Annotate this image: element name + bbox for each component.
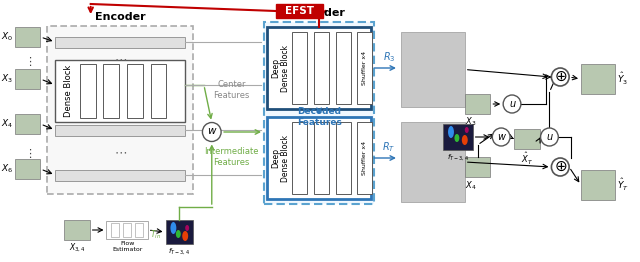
Text: $\hat{Y}_T$: $\hat{Y}_T$ <box>618 177 629 193</box>
Text: Decoder: Decoder <box>293 8 345 18</box>
Text: u: u <box>547 132 552 142</box>
FancyBboxPatch shape <box>401 32 465 107</box>
Circle shape <box>541 128 558 146</box>
FancyBboxPatch shape <box>104 64 119 118</box>
FancyBboxPatch shape <box>514 129 540 149</box>
FancyBboxPatch shape <box>465 94 490 114</box>
Text: $R_3$: $R_3$ <box>383 50 396 64</box>
Text: $T_{in}$: $T_{in}$ <box>150 229 161 241</box>
FancyBboxPatch shape <box>401 122 465 202</box>
Text: $\hat{X}_T$: $\hat{X}_T$ <box>521 151 533 167</box>
FancyBboxPatch shape <box>267 27 371 109</box>
FancyBboxPatch shape <box>581 64 616 94</box>
FancyBboxPatch shape <box>166 220 193 244</box>
Text: $X_{3,4}$: $X_{3,4}$ <box>68 242 85 254</box>
FancyBboxPatch shape <box>358 32 372 104</box>
Text: $\hat{Y}_3$: $\hat{Y}_3$ <box>618 71 628 87</box>
Text: Decoded
Features: Decoded Features <box>296 107 342 127</box>
FancyBboxPatch shape <box>151 64 166 118</box>
Text: $\vdots$: $\vdots$ <box>24 148 32 161</box>
FancyBboxPatch shape <box>111 223 119 237</box>
Text: EFST: EFST <box>285 6 314 16</box>
Text: $\vdots$: $\vdots$ <box>24 56 32 68</box>
FancyBboxPatch shape <box>581 170 616 200</box>
FancyBboxPatch shape <box>15 114 40 134</box>
Text: w: w <box>497 132 505 141</box>
FancyBboxPatch shape <box>336 32 351 104</box>
FancyBboxPatch shape <box>123 223 131 237</box>
Text: $X_3$: $X_3$ <box>465 116 476 128</box>
FancyBboxPatch shape <box>135 223 143 237</box>
FancyBboxPatch shape <box>80 64 95 118</box>
FancyBboxPatch shape <box>55 60 185 122</box>
Text: Encoder: Encoder <box>95 12 145 22</box>
Text: u: u <box>509 99 515 109</box>
FancyBboxPatch shape <box>314 32 329 104</box>
FancyBboxPatch shape <box>465 157 490 177</box>
FancyBboxPatch shape <box>264 22 374 204</box>
FancyBboxPatch shape <box>15 27 40 47</box>
Ellipse shape <box>185 225 189 231</box>
FancyBboxPatch shape <box>15 69 40 89</box>
Text: Shuffler x4: Shuffler x4 <box>362 141 367 175</box>
Text: Center
Features: Center Features <box>213 80 250 100</box>
Text: $X_0$: $X_0$ <box>1 31 13 43</box>
Text: $R_T$: $R_T$ <box>382 140 396 154</box>
FancyBboxPatch shape <box>336 122 351 194</box>
FancyBboxPatch shape <box>358 122 372 194</box>
Circle shape <box>552 158 569 176</box>
Text: $\cdots$: $\cdots$ <box>114 145 127 159</box>
Text: $\oplus$: $\oplus$ <box>554 159 567 174</box>
Circle shape <box>202 123 221 141</box>
Text: $X_6$: $X_6$ <box>1 163 13 175</box>
Text: $f_{T-3,4}$: $f_{T-3,4}$ <box>168 246 190 256</box>
FancyBboxPatch shape <box>47 26 193 194</box>
FancyBboxPatch shape <box>267 117 371 199</box>
Ellipse shape <box>176 230 180 238</box>
FancyBboxPatch shape <box>292 32 307 104</box>
Ellipse shape <box>182 231 188 241</box>
Ellipse shape <box>448 126 454 138</box>
Text: $f_{T-3,4}$: $f_{T-3,4}$ <box>447 152 469 162</box>
Text: Flow
Estimator: Flow Estimator <box>112 241 142 252</box>
FancyBboxPatch shape <box>55 36 185 47</box>
Text: Deep
Dense Block: Deep Dense Block <box>271 45 291 91</box>
Ellipse shape <box>170 222 177 234</box>
FancyBboxPatch shape <box>55 124 185 135</box>
Ellipse shape <box>465 127 468 133</box>
FancyBboxPatch shape <box>64 220 90 240</box>
Text: $\oplus$: $\oplus$ <box>554 69 567 84</box>
FancyBboxPatch shape <box>443 124 473 150</box>
Text: Dense Block: Dense Block <box>63 65 72 117</box>
FancyBboxPatch shape <box>106 221 148 239</box>
Ellipse shape <box>454 134 460 142</box>
FancyBboxPatch shape <box>15 159 40 179</box>
Text: $X_4$: $X_4$ <box>1 118 13 130</box>
FancyBboxPatch shape <box>55 79 185 90</box>
Ellipse shape <box>462 135 468 145</box>
Circle shape <box>503 95 521 113</box>
FancyBboxPatch shape <box>55 170 185 181</box>
FancyBboxPatch shape <box>292 122 307 194</box>
Text: Shuffler x4: Shuffler x4 <box>362 51 367 85</box>
Text: Intermediate
Features: Intermediate Features <box>204 147 259 167</box>
Text: $X_4$: $X_4$ <box>465 179 476 192</box>
Text: Deep
Dense Block: Deep Dense Block <box>271 134 291 182</box>
Text: $\cdots$: $\cdots$ <box>114 52 127 66</box>
Text: w: w <box>207 127 216 137</box>
Circle shape <box>552 68 569 86</box>
FancyBboxPatch shape <box>276 4 323 18</box>
FancyBboxPatch shape <box>127 64 143 118</box>
Circle shape <box>492 128 510 146</box>
FancyBboxPatch shape <box>314 122 329 194</box>
Text: $X_3$: $X_3$ <box>1 73 13 85</box>
